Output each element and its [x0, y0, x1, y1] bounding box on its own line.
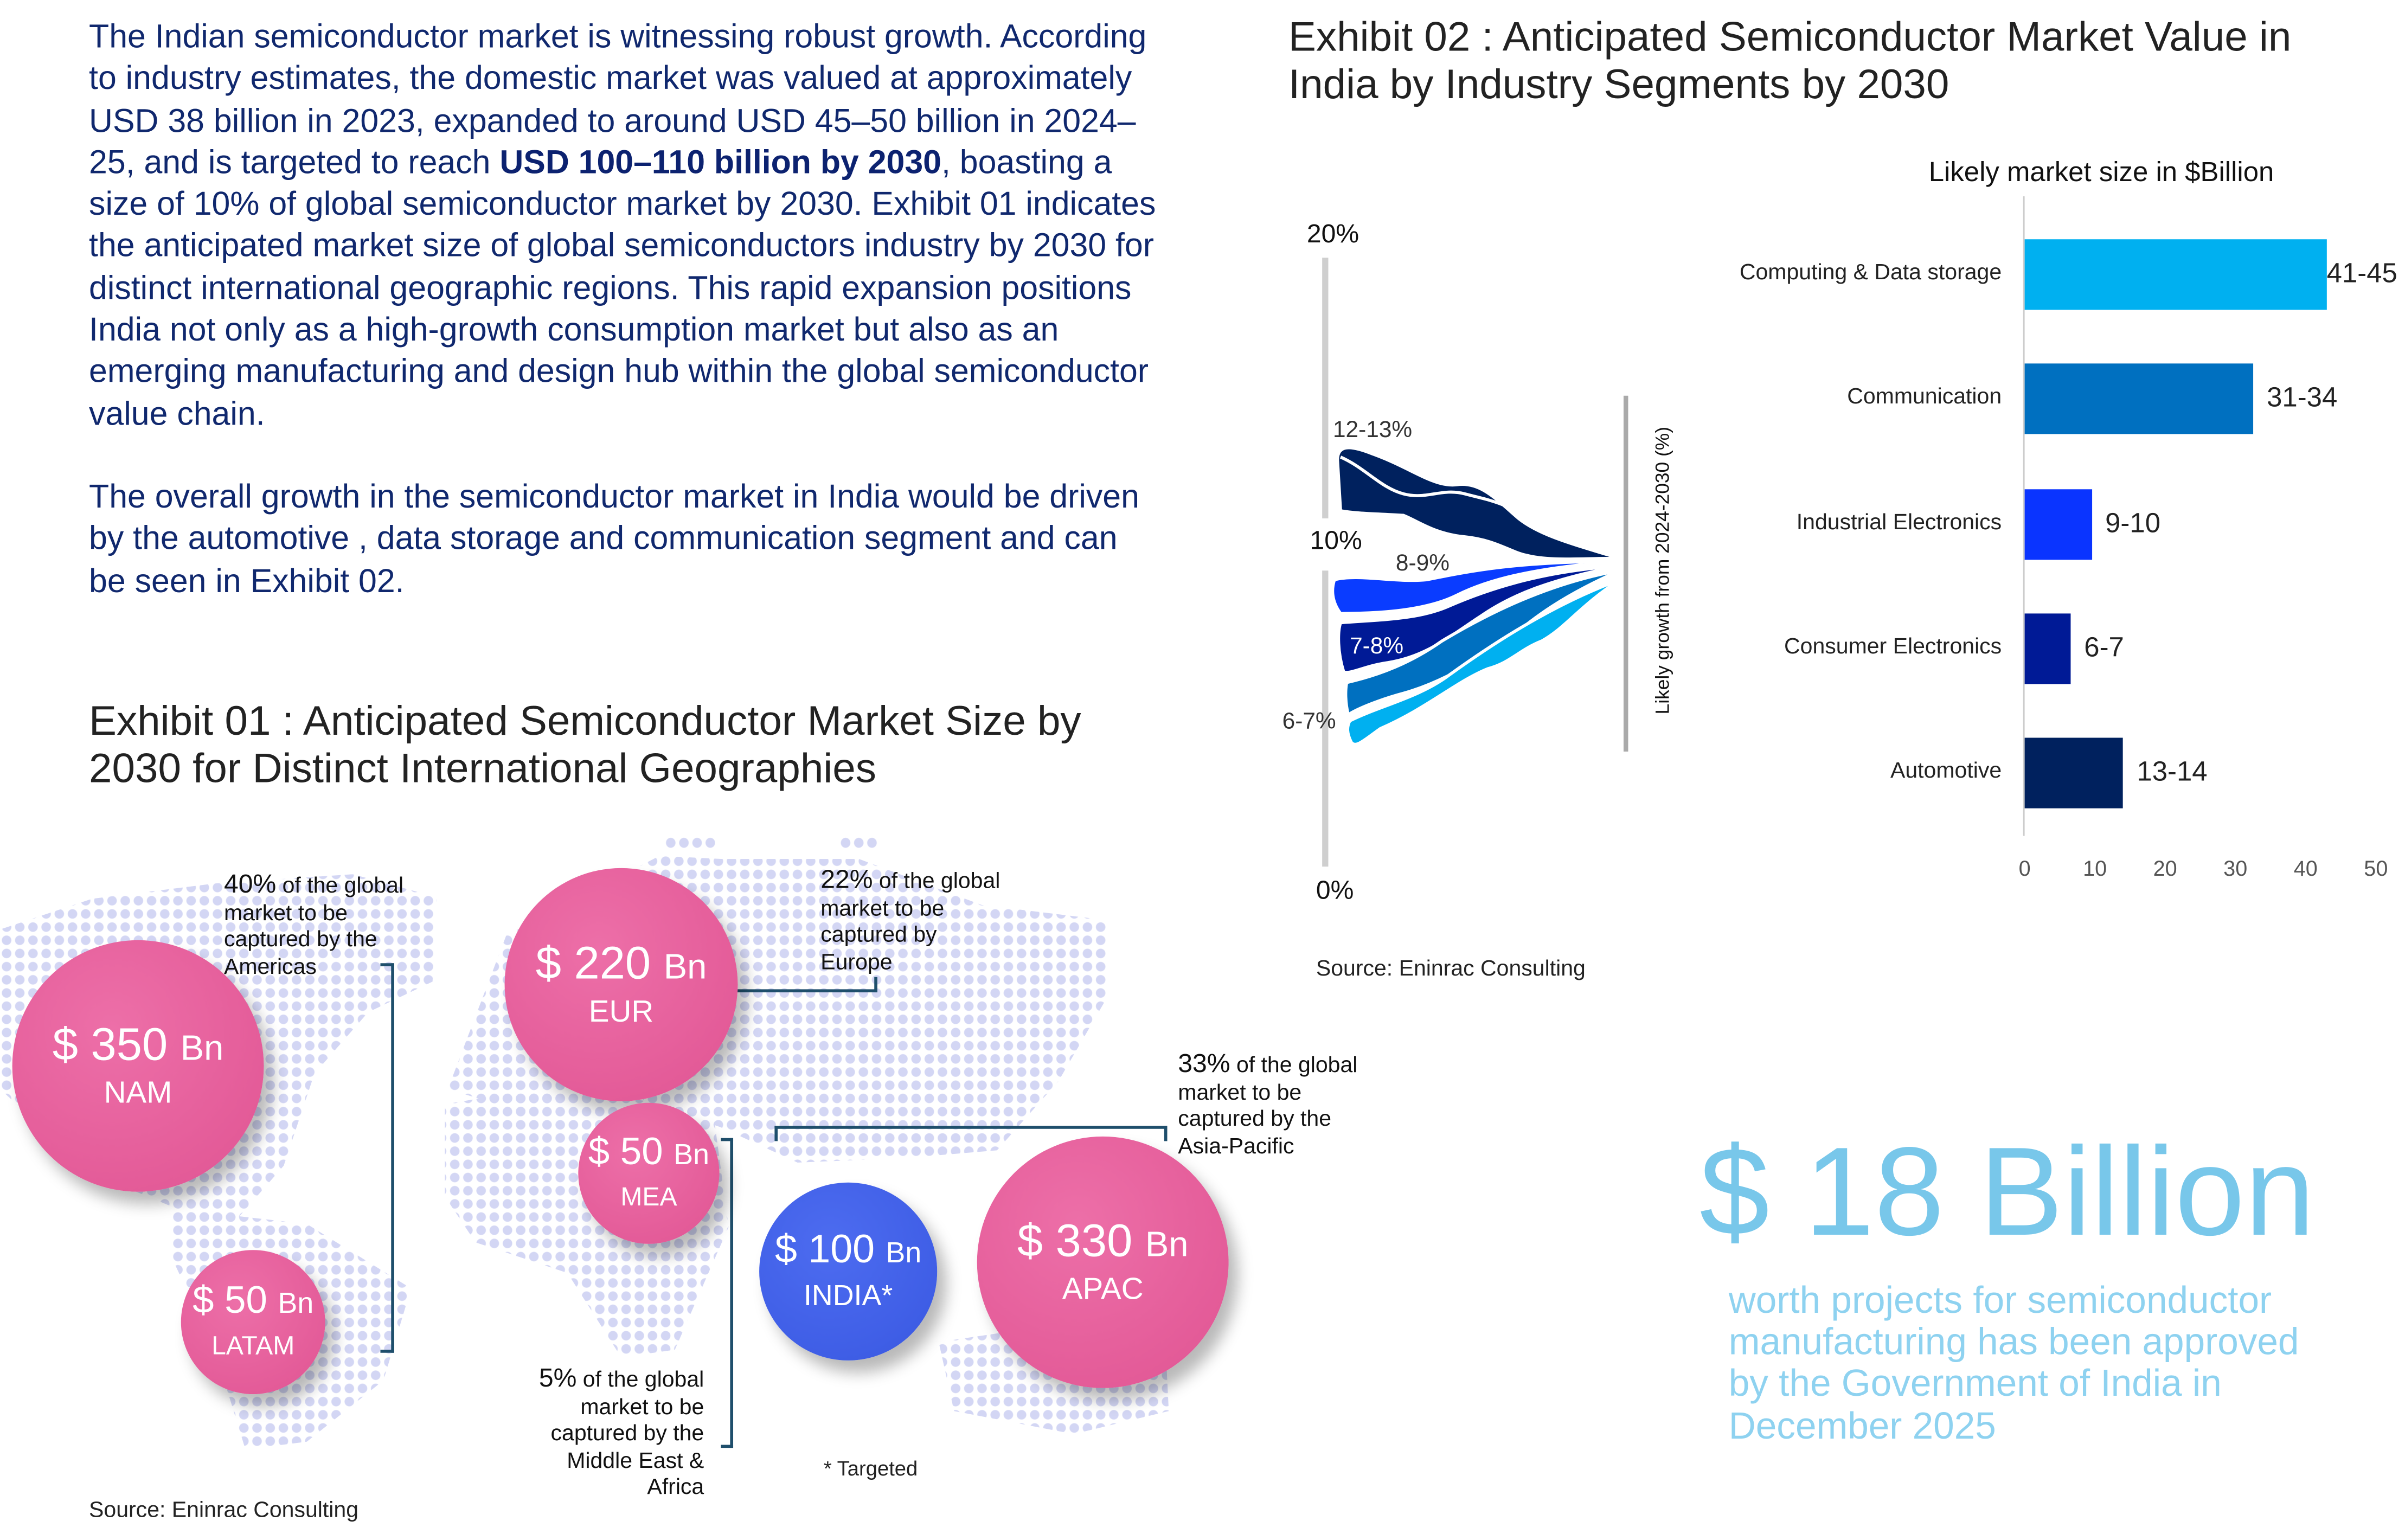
note-americas: 40% of the global market to be captured …: [223, 869, 404, 979]
bubble-value: $ 220 Bn: [535, 938, 707, 989]
americas-bracket: [380, 963, 394, 1353]
bubble-eur: $ 220 Bn EUR: [504, 868, 738, 1101]
x-tick-label: 20: [2153, 856, 2177, 881]
bubble-apac: $ 330 Bn APAC: [977, 1136, 1229, 1388]
stream-band-8-9: [1331, 560, 1620, 615]
growth-axis-label: Likely growth from 2024-2030 (%): [1652, 427, 1673, 714]
bar-category-label: Industrial Electronics: [1796, 510, 2002, 535]
note-mea: 5% of the global market to be captured b…: [538, 1363, 704, 1500]
annotation-8-9: 8-9%: [1396, 550, 1450, 575]
stream-band-6-7: [1346, 578, 1621, 746]
x-tick-label: 40: [2293, 856, 2318, 881]
bubble-region: NAM: [104, 1076, 172, 1110]
europe-connector: [733, 977, 877, 993]
bar-value-label: 6-7: [2084, 632, 2124, 663]
bar-category-label: Automotive: [1890, 759, 2002, 784]
highlight-text: worth projects for semiconductor manufac…: [1728, 1280, 2299, 1447]
bubble-region: LATAM: [211, 1330, 295, 1360]
bar-category-label: Consumer Electronics: [1784, 634, 2002, 659]
bar-value-label: 41-45: [2326, 258, 2397, 288]
growth-tick-0: 0%: [1316, 876, 1354, 905]
bar-category-label: Communication: [1847, 385, 2002, 410]
exhibit02-source: Source: Eninrac Consulting: [1316, 957, 1586, 982]
bubble-region: MEA: [620, 1182, 677, 1211]
bar-chart-axis: [2023, 196, 2025, 836]
x-tick-label: 10: [2083, 856, 2107, 881]
x-tick-label: 0: [2018, 856, 2031, 881]
bar: [2024, 364, 2253, 435]
arctic-dots-2: [839, 836, 879, 850]
bubble-value: $ 50 Bn: [588, 1130, 710, 1173]
bubble-latam: $ 50 Bn LATAM: [181, 1250, 325, 1395]
intro-paragraph-1: The Indian semiconductor market is witne…: [89, 17, 1163, 435]
growth-stream-chart: 20% 10% 0% 12-13% 8-9% 7-8% 6-7% Likely …: [1282, 219, 1673, 905]
bar-value-label: 31-34: [2267, 382, 2338, 413]
bar: [2024, 613, 2070, 684]
stream-highlight-line: [1339, 455, 1620, 560]
bubble-region: INDIA*: [804, 1280, 893, 1313]
apac-bracket: [774, 1126, 1168, 1141]
exhibit01-source: Source: Eninrac Consulting: [89, 1498, 359, 1523]
annotation-12-13: 12-13%: [1333, 416, 1412, 442]
bar: [2024, 239, 2327, 310]
growth-tick-20: 20%: [1307, 219, 1359, 248]
bubble-mea: $ 50 Bn MEA: [578, 1102, 720, 1244]
intro-paragraph-2: The overall growth in the semiconductor …: [89, 478, 1139, 599]
bar-value-label: 9-10: [2105, 507, 2161, 538]
exhibit01-title: Exhibit 01 : Anticipated Semiconductor M…: [89, 697, 1081, 792]
bubble-value: $ 50 Bn: [193, 1278, 314, 1321]
bar: [2024, 489, 2092, 560]
mea-bracket: [721, 1138, 734, 1448]
bar-category-label: Computing & Data storage: [1739, 260, 2002, 286]
x-tick-label: 30: [2223, 856, 2248, 881]
note-apac: 33% of the global market to be captured …: [1178, 1049, 1358, 1159]
intro-text-b: , boasting a size of 10% of global semic…: [89, 144, 1156, 432]
arctic-dots: [664, 836, 716, 850]
intro-text-a: The Indian semiconductor market is witne…: [89, 18, 1147, 181]
bubble-region: EUR: [588, 994, 654, 1029]
bubble-nam: $ 350 Bn NAM: [12, 940, 264, 1192]
bubble-value: $ 330 Bn: [1017, 1215, 1189, 1266]
growth-tick-10: 10%: [1310, 526, 1362, 555]
annotation-7-8: 7-8%: [1350, 633, 1403, 658]
intro-text: The Indian semiconductor market is witne…: [89, 17, 1163, 644]
intro-bold: USD 100–110 billion by 2030: [499, 144, 941, 181]
exhibit02-title: Exhibit 02 : Anticipated Semiconductor M…: [1288, 14, 2292, 107]
footnote-targeted: * Targeted: [823, 1457, 918, 1480]
bar-chart-title: Likely market size in $Billion: [1928, 156, 2274, 188]
bar: [2024, 738, 2123, 809]
stream-band-12-13: [1336, 446, 1620, 561]
stream-band-6-7-dark: [1344, 569, 1621, 717]
stream-band-7-8: [1337, 564, 1620, 674]
annotation-6-7: 6-7%: [1282, 708, 1336, 734]
bubble-value: $ 350 Bn: [52, 1019, 224, 1070]
x-tick-label: 50: [2364, 856, 2388, 881]
bar-value-label: 13-14: [2137, 756, 2208, 787]
bubble-region: APAC: [1062, 1272, 1144, 1306]
bubble-india: $ 100 Bn INDIA*: [759, 1182, 938, 1361]
bubble-value: $ 100 Bn: [775, 1225, 922, 1272]
note-europe: 22% of the global market to be captured …: [820, 865, 1001, 975]
highlight-amount: $ 18 Billion: [1699, 1122, 2315, 1262]
